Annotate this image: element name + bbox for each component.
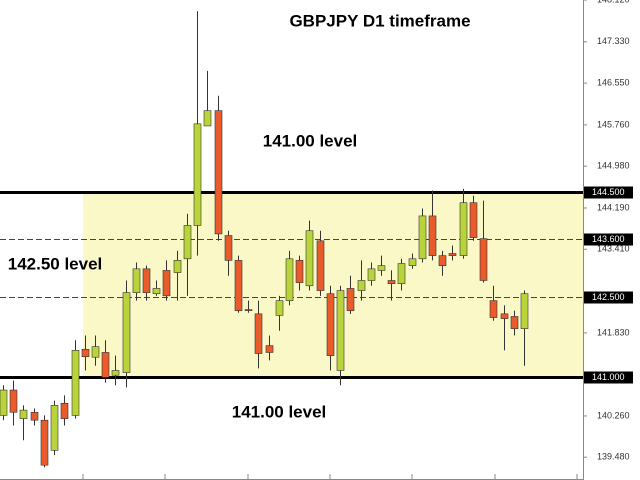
candle-body bbox=[367, 268, 376, 281]
candle-body bbox=[336, 290, 345, 371]
candle-body bbox=[183, 225, 192, 260]
candle-body bbox=[326, 293, 335, 356]
candle-body bbox=[203, 110, 212, 127]
y-tick-label: 147.330 bbox=[597, 36, 630, 46]
candle-body bbox=[295, 260, 304, 283]
candle-body bbox=[418, 215, 427, 260]
candle-body bbox=[479, 238, 488, 281]
candle-body bbox=[50, 405, 59, 451]
candle-body bbox=[162, 270, 171, 297]
level-label: 141.000 bbox=[592, 372, 625, 382]
candle-body bbox=[91, 346, 100, 358]
candle-body bbox=[357, 280, 366, 291]
annotation: 142.50 level bbox=[8, 254, 103, 273]
candle-body bbox=[214, 110, 223, 235]
level-label: 143.600 bbox=[592, 234, 625, 244]
candle-body bbox=[448, 253, 457, 256]
y-tick-label: 148.120 bbox=[597, 0, 630, 4]
candle-body bbox=[30, 411, 39, 421]
candle-body bbox=[224, 235, 233, 261]
candle-body bbox=[193, 123, 202, 226]
candle-body bbox=[122, 292, 131, 373]
candle-body bbox=[510, 316, 519, 329]
candle-body bbox=[387, 280, 396, 284]
level-label-box bbox=[584, 186, 633, 199]
candle-body bbox=[0, 389, 8, 416]
y-tick-label: 144.190 bbox=[597, 202, 630, 212]
y-tick-label: 144.980 bbox=[597, 161, 630, 171]
candle-body bbox=[111, 370, 120, 376]
level-label-box bbox=[584, 233, 633, 246]
candle-body bbox=[459, 202, 468, 256]
y-tick-label: 141.830 bbox=[597, 327, 630, 337]
candle-body bbox=[71, 350, 80, 416]
candle-body bbox=[9, 389, 18, 413]
candle-body bbox=[60, 402, 69, 419]
candle-body bbox=[40, 419, 49, 466]
candle-body bbox=[428, 215, 437, 256]
y-tick-label: 143.410 bbox=[597, 244, 630, 254]
candle-body bbox=[173, 260, 182, 273]
candle-body bbox=[234, 260, 243, 311]
chart-title: GBPJPY D1 timeframe bbox=[289, 11, 470, 30]
candle-body bbox=[285, 258, 294, 301]
level-label-box bbox=[584, 291, 633, 304]
candle-body bbox=[438, 255, 447, 266]
y-tick-label: 140.260 bbox=[597, 410, 630, 420]
candle-body bbox=[520, 293, 529, 329]
candle-body bbox=[152, 288, 161, 295]
y-tick-label: 145.760 bbox=[597, 119, 630, 129]
candle-body bbox=[500, 313, 509, 319]
candle-body bbox=[377, 265, 386, 271]
candle-body bbox=[346, 288, 355, 311]
candle-body bbox=[254, 313, 263, 354]
candle-body bbox=[489, 300, 498, 318]
candle-layer bbox=[0, 11, 529, 468]
candle-body bbox=[265, 345, 274, 353]
level-label: 142.500 bbox=[592, 292, 625, 302]
candle-body bbox=[244, 309, 253, 311]
level-label: 144.500 bbox=[592, 187, 625, 197]
candle-body bbox=[19, 409, 28, 419]
candle-body bbox=[316, 240, 325, 291]
candle-body bbox=[305, 230, 314, 287]
candle-body bbox=[142, 268, 151, 293]
candle-body bbox=[469, 202, 478, 238]
y-tick-label: 146.550 bbox=[597, 77, 630, 87]
annotation: 141.00 level bbox=[232, 402, 327, 421]
candle-body bbox=[81, 348, 90, 357]
candle-body bbox=[132, 268, 141, 293]
candle-body bbox=[408, 258, 417, 266]
annotation: 141.00 level bbox=[263, 131, 358, 150]
candle-body bbox=[101, 352, 110, 378]
candle-body bbox=[397, 263, 406, 284]
y-tick-label: 139.480 bbox=[597, 452, 630, 462]
level-label-box bbox=[584, 371, 633, 384]
candle-body bbox=[275, 300, 284, 316]
